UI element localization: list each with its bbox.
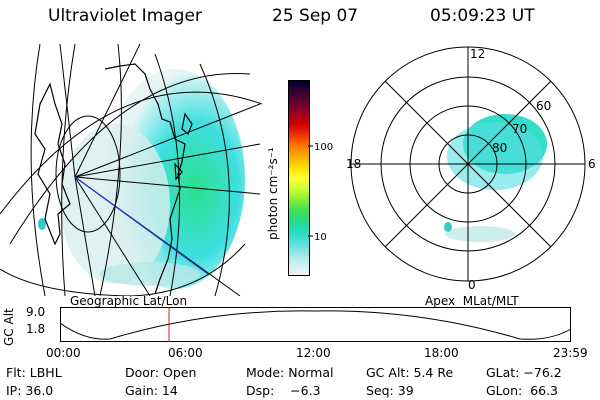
xtick-1200: 12:00 <box>296 346 331 360</box>
dsp-info: Dsp: −6.3 <box>246 383 321 398</box>
date-label: 25 Sep 07 <box>272 6 359 26</box>
glon-info: GLon: 66.3 <box>486 383 558 398</box>
lat-label-80: 80 <box>492 141 507 155</box>
seq-info: Seq: 39 <box>366 383 414 398</box>
door-info: Door: Open <box>125 365 197 380</box>
gc-alt-info: GC Alt: 5.4 Re <box>366 365 454 380</box>
xtick-1800: 18:00 <box>424 346 459 360</box>
altitude-ytick-9: 9.0 <box>26 305 46 319</box>
colorbar-unit-label: photon cm⁻²s⁻¹ <box>266 147 280 240</box>
lat-lon-grid <box>0 44 262 296</box>
mlt-label-0: 0 <box>468 278 476 292</box>
terminator-line <box>74 176 209 275</box>
mlt-label-6: 6 <box>588 157 596 171</box>
altitude-plot <box>60 307 572 342</box>
mlt-label-12: 12 <box>470 47 485 61</box>
glat-info: GLat: −76.2 <box>486 365 562 380</box>
mlt-label-18: 18 <box>346 157 361 171</box>
time-label: 05:09:23 UT <box>430 6 535 26</box>
instrument-title: Ultraviolet Imager <box>48 6 202 26</box>
colorbar <box>288 80 310 276</box>
geographic-panel-label: Geographic Lat/Lon <box>70 294 188 308</box>
lat-label-70: 70 <box>512 122 527 136</box>
gain-info: Gain: 14 <box>125 383 178 398</box>
altitude-curve <box>60 310 572 340</box>
polar-panel-label: Apex MLat/MLT <box>425 294 519 308</box>
colorbar-ticks: 100 10 <box>308 142 333 243</box>
lat-label-60: 60 <box>536 99 551 113</box>
altitude-ylabel: GC Alt <box>2 308 16 346</box>
xtick-0000: 00:00 <box>46 346 81 360</box>
geographic-image-panel <box>0 44 262 296</box>
coastlines <box>34 63 193 295</box>
polar-grid <box>350 46 586 282</box>
colorbar-tick-100: 100 <box>314 142 333 153</box>
altitude-ytick-1: 1.8 <box>26 322 46 336</box>
mode-info: Mode: Normal <box>246 365 334 380</box>
xtick-0600: 06:00 <box>168 346 203 360</box>
polar-panel: 12 18 6 0 60 70 80 <box>346 46 596 292</box>
xtick-2359: 23:59 <box>553 346 588 360</box>
filter-info: Flt: LBHL <box>6 365 62 380</box>
colorbar-tick-10: 10 <box>314 232 327 243</box>
ip-info: IP: 36.0 <box>6 383 54 398</box>
